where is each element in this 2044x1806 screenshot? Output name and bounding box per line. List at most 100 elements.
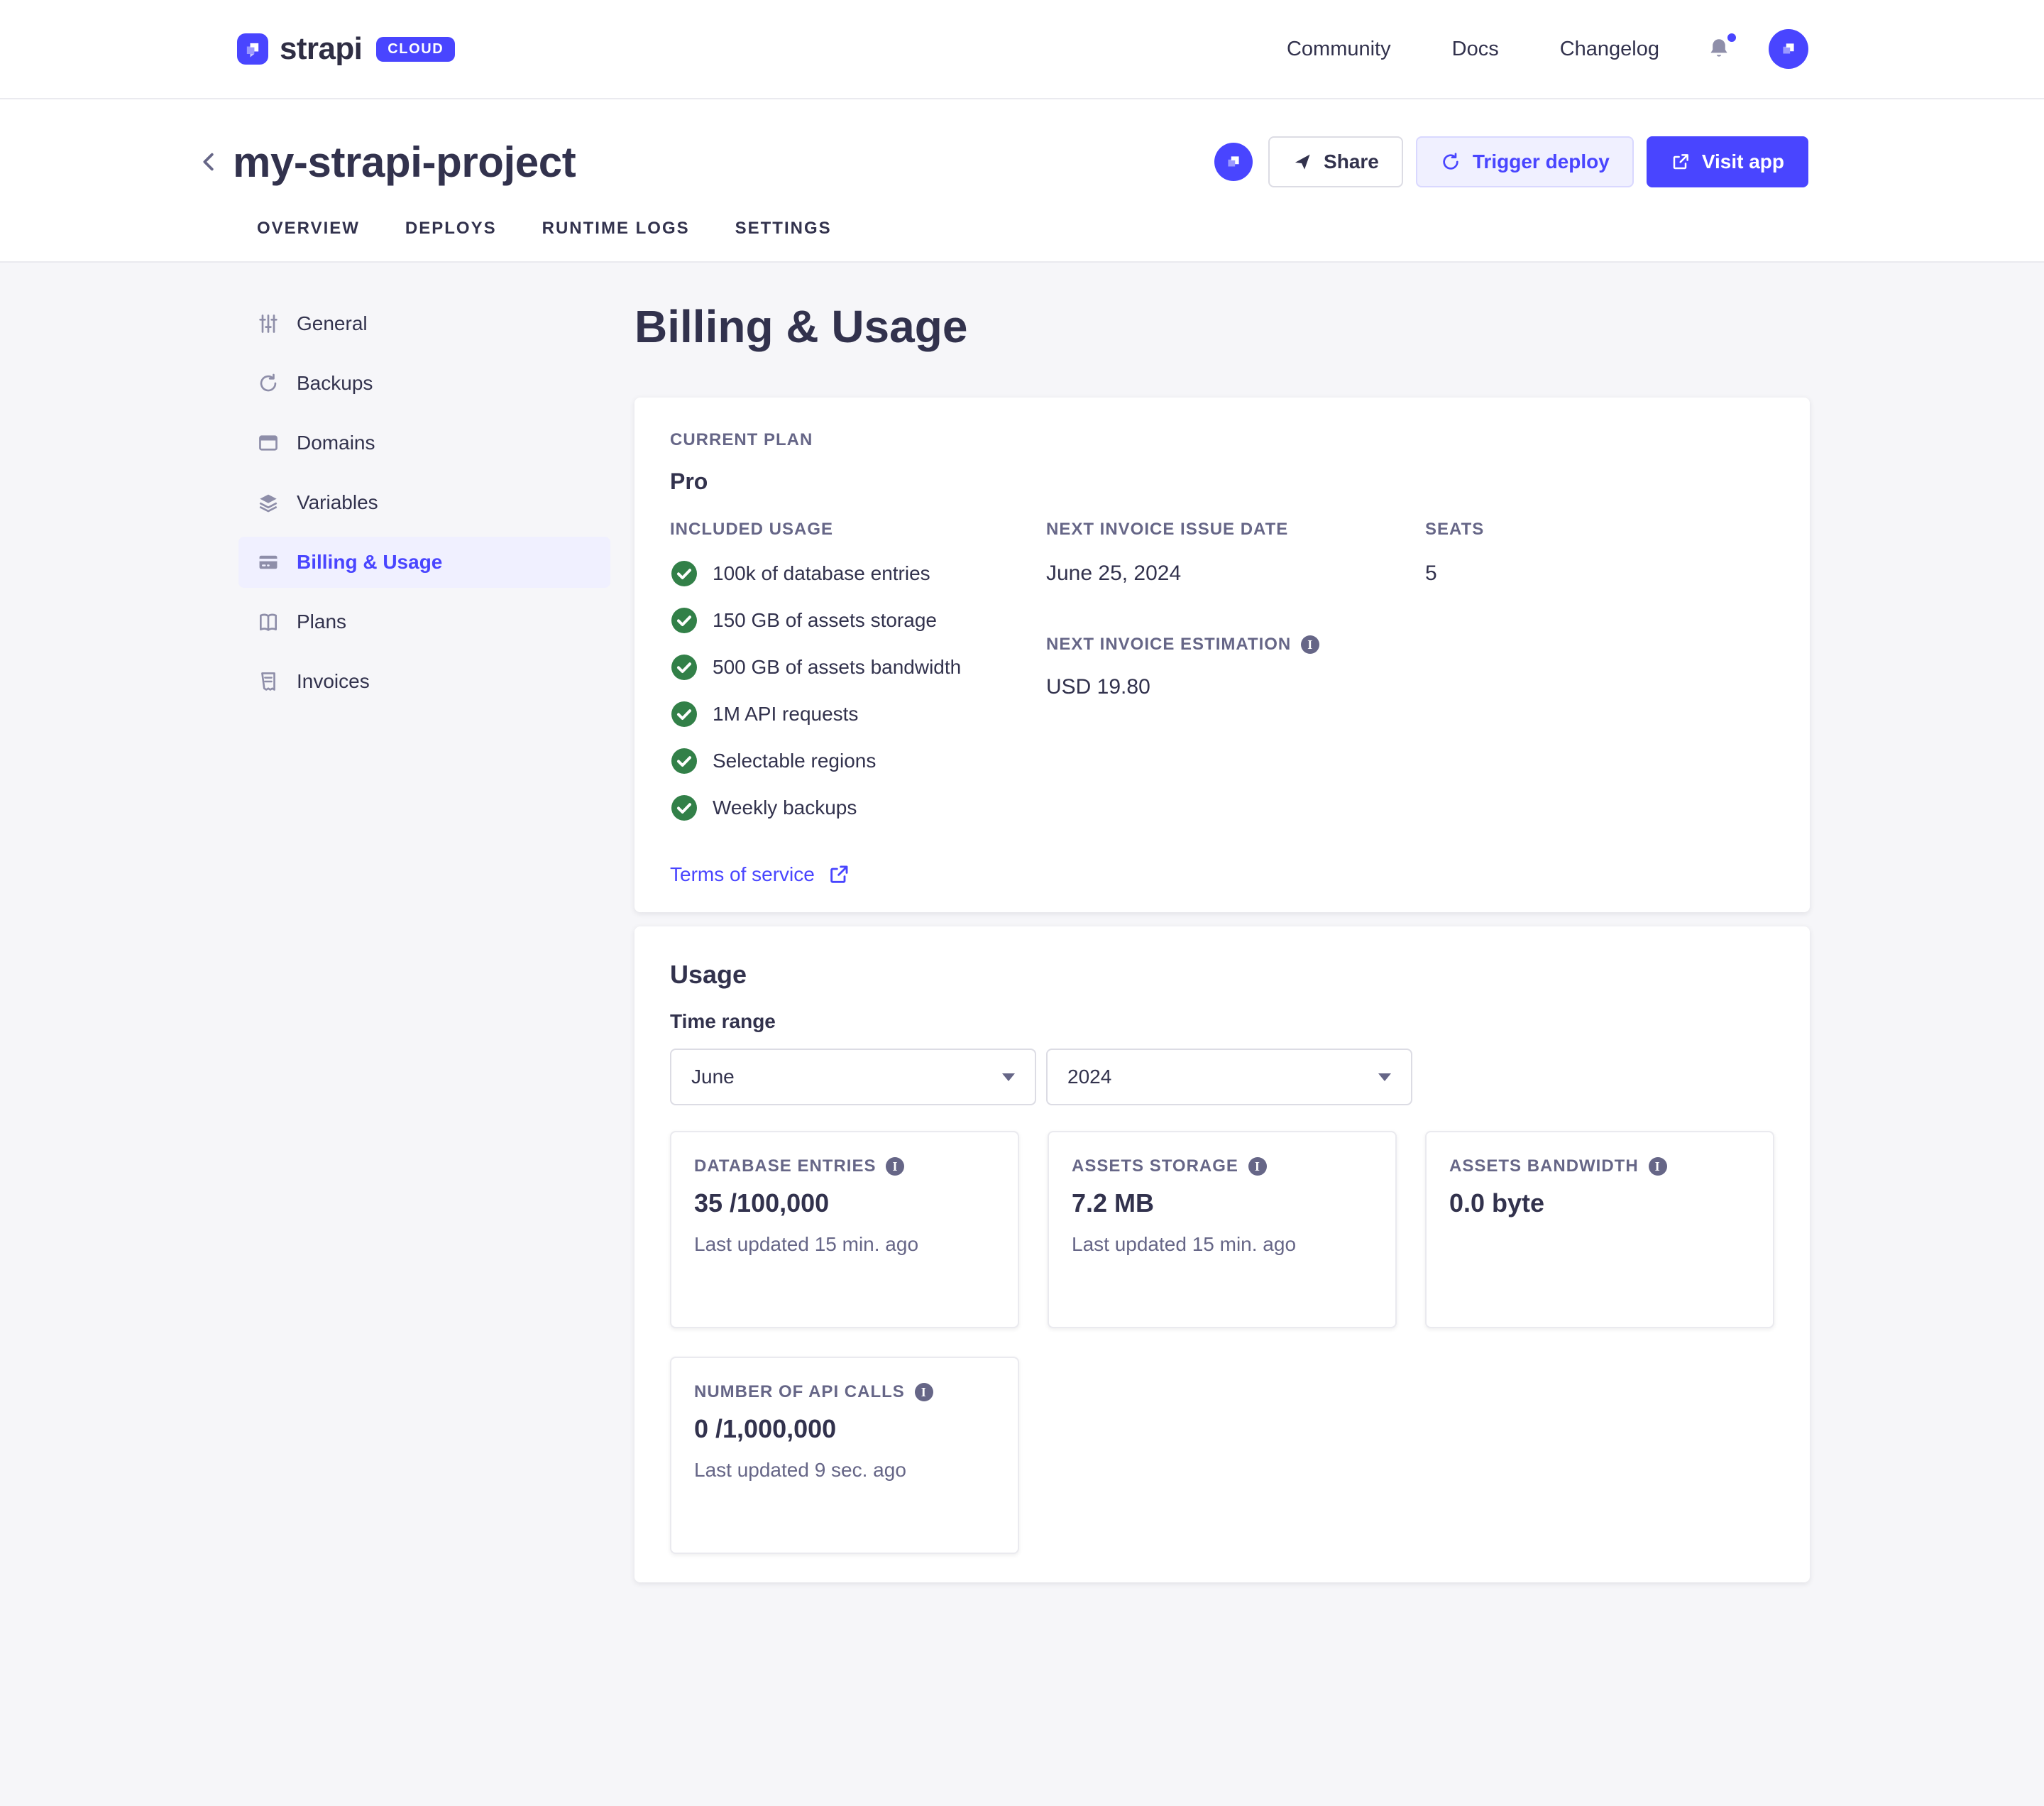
seats-label: SEATS: [1425, 520, 1485, 539]
stat-label: NUMBER OF API CALLS i: [694, 1381, 995, 1403]
settings-sidebar: General Backups Domains: [238, 298, 610, 1582]
tab-overview[interactable]: OVERVIEW: [257, 219, 360, 238]
strapi-logo-icon: [237, 33, 268, 65]
stat-value: 0.0 byte: [1449, 1188, 1545, 1217]
check-circle-icon: [671, 748, 697, 774]
chevron-down-icon: [1378, 1073, 1391, 1081]
month-select[interactable]: June: [670, 1049, 1036, 1105]
share-button[interactable]: Share: [1268, 136, 1403, 187]
stat-card-assets-bandwidth: ASSETS BANDWIDTH i 0.0 byte: [1425, 1131, 1774, 1328]
project-tabs: OVERVIEW DEPLOYS RUNTIME LOGS SETTINGS: [0, 219, 2044, 261]
sidebar-item-label: Invoices: [297, 670, 370, 692]
stat-label: DATABASE ENTRIES i: [694, 1155, 995, 1178]
usage-title: Usage: [670, 960, 747, 989]
current-plan-label: CURRENT PLAN: [670, 430, 813, 449]
included-usage-item: 100k of database entries: [670, 559, 1046, 588]
tab-deploys[interactable]: DEPLOYS: [405, 219, 497, 238]
project-avatar: [1214, 143, 1253, 181]
refresh-icon: [1443, 153, 1458, 170]
sidebar-item-label: Plans: [297, 611, 347, 633]
check-circle-icon: [671, 608, 697, 633]
sidebar-item-label: Billing & Usage: [297, 551, 443, 573]
map-book-icon: [256, 611, 281, 633]
next-invoice-date-value: June 25, 2024: [1046, 562, 1182, 585]
user-avatar[interactable]: [1769, 29, 1808, 69]
seats-value: 5: [1425, 562, 1437, 585]
next-invoice-estimation-value: USD 19.80: [1046, 675, 1150, 699]
external-link-icon: [1673, 154, 1688, 170]
stat-label: ASSETS STORAGE i: [1072, 1155, 1373, 1178]
usage-card: Usage Time range June 2024 DATABASE ENTR…: [634, 926, 1810, 1582]
stat-card-assets-storage: ASSETS STORAGE i 7.2 MB Last updated 15 …: [1048, 1131, 1397, 1328]
included-usage-item: Weekly backups: [670, 794, 1046, 822]
info-icon[interactable]: i: [1648, 1157, 1667, 1176]
included-usage-label: INCLUDED USAGE: [670, 520, 834, 539]
strapi-cloud-logo[interactable]: strapi CLOUD: [237, 31, 456, 67]
info-icon[interactable]: i: [886, 1157, 905, 1176]
included-usage-item: 1M API requests: [670, 700, 1046, 728]
sidebar-item-backups[interactable]: Backups: [238, 358, 610, 409]
brand-name: strapi: [280, 31, 363, 66]
nav-link-community[interactable]: Community: [1286, 37, 1391, 60]
check-circle-icon: [671, 561, 697, 586]
seats-column: SEATS 5: [1425, 518, 1774, 887]
stat-updated: Last updated 9 sec. ago: [694, 1459, 906, 1481]
credit-card-icon: [256, 551, 281, 574]
time-range-label: Time range: [670, 1010, 776, 1032]
sidebar-item-label: Domains: [297, 432, 375, 454]
tab-settings[interactable]: SETTINGS: [735, 219, 832, 238]
content-area: General Backups Domains: [0, 263, 2044, 1582]
sidebar-item-domains[interactable]: Domains: [238, 417, 610, 469]
topbar: strapi CLOUD Community Docs Changelog: [0, 0, 2044, 99]
stat-updated: Last updated 15 min. ago: [694, 1233, 919, 1255]
chevron-left-icon: [203, 153, 214, 171]
nav-link-changelog[interactable]: Changelog: [1559, 37, 1659, 60]
external-link-icon: [830, 865, 848, 883]
sidebar-item-billing-usage[interactable]: Billing & Usage: [238, 537, 610, 588]
top-navigation: Community Docs Changelog: [1226, 29, 1808, 69]
year-select[interactable]: 2024: [1046, 1049, 1412, 1105]
plan-name: Pro: [670, 469, 708, 494]
notifications-button[interactable]: [1706, 33, 1736, 62]
layers-icon: [256, 491, 281, 514]
nav-link-docs[interactable]: Docs: [1451, 37, 1499, 60]
browser-window-icon: [256, 432, 281, 454]
stat-value: 35 /100,000: [694, 1188, 830, 1217]
stat-updated: Last updated 15 min. ago: [1072, 1233, 1297, 1255]
invoice-column: NEXT INVOICE ISSUE DATE June 25, 2024 NE…: [1046, 518, 1425, 887]
check-circle-icon: [671, 655, 697, 680]
refresh-icon: [256, 372, 281, 395]
sidebar-item-general[interactable]: General: [238, 298, 610, 349]
page-title: Billing & Usage: [634, 301, 968, 352]
info-icon[interactable]: i: [914, 1383, 933, 1401]
current-plan-card: CURRENT PLAN Pro INCLUDED USAGE 100k of …: [634, 398, 1810, 912]
terms-of-service-link[interactable]: Terms of service: [670, 863, 850, 886]
sidebar-item-variables[interactable]: Variables: [238, 477, 610, 528]
back-button[interactable]: [197, 150, 221, 174]
send-icon: [1295, 154, 1310, 170]
sidebar-item-invoices[interactable]: Invoices: [238, 656, 610, 707]
stat-label: ASSETS BANDWIDTH i: [1449, 1155, 1750, 1178]
sidebar-item-label: General: [297, 312, 368, 334]
sidebar-item-plans[interactable]: Plans: [238, 596, 610, 647]
stat-card-api-calls: NUMBER OF API CALLS i 0 /1,000,000 Last …: [670, 1357, 1019, 1554]
info-icon[interactable]: i: [1248, 1157, 1267, 1176]
avatar-strapi-icon: [1783, 43, 1794, 54]
sidebar-item-label: Variables: [297, 491, 378, 513]
project-title: my-strapi-project: [233, 138, 576, 186]
bell-icon: [1710, 39, 1727, 57]
visit-app-button[interactable]: Visit app: [1646, 136, 1808, 187]
trigger-deploy-button[interactable]: Trigger deploy: [1415, 136, 1634, 187]
info-icon[interactable]: i: [1301, 635, 1320, 654]
sliders-icon: [256, 312, 281, 335]
tab-runtime-logs[interactable]: RUNTIME LOGS: [542, 219, 690, 238]
invoice-icon: [256, 670, 281, 693]
notification-dot: [1727, 33, 1736, 42]
included-usage-item: Selectable regions: [670, 747, 1046, 775]
check-circle-icon: [671, 795, 697, 821]
next-invoice-estimation-label: NEXT INVOICE ESTIMATION i: [1046, 633, 1425, 656]
chevron-down-icon: [1002, 1073, 1015, 1081]
cloud-badge: CLOUD: [376, 36, 456, 62]
included-usage-item: 150 GB of assets storage: [670, 606, 1046, 635]
included-usage-item: 500 GB of assets bandwidth: [670, 653, 1046, 682]
